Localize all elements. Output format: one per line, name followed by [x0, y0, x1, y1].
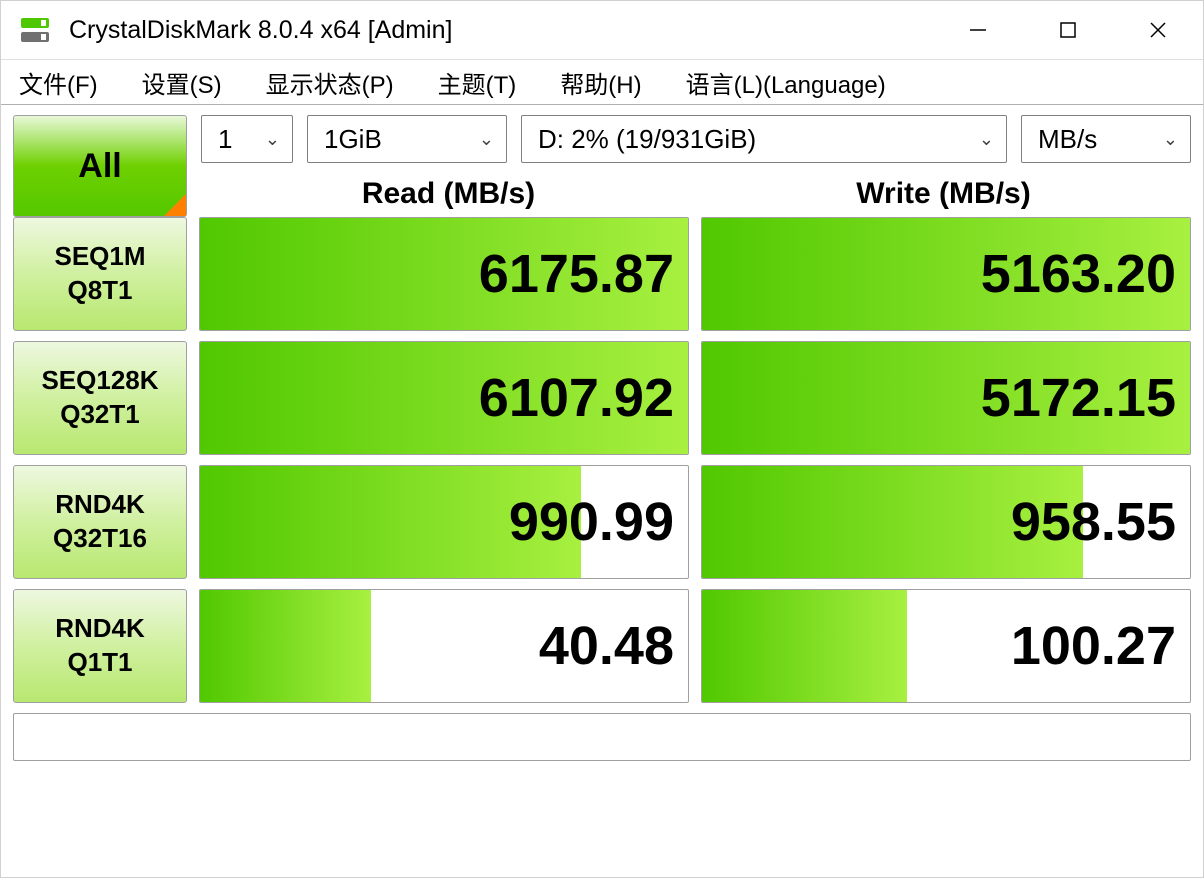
write-value-cell: 100.27 [701, 589, 1191, 703]
test-name-1: RND4K [55, 488, 145, 522]
maximize-button[interactable] [1023, 1, 1113, 59]
loops-select[interactable]: 1 ⌄ [201, 115, 293, 163]
write-value: 5172.15 [981, 367, 1176, 429]
unit-value: MB/s [1038, 124, 1097, 155]
test-button[interactable]: RND4KQ1T1 [13, 589, 187, 703]
test-row: SEQ1MQ8T1 6175.87 5163.20 [13, 217, 1191, 331]
write-value-cell: 5172.15 [701, 341, 1191, 455]
read-value-cell: 6175.87 [199, 217, 689, 331]
test-button[interactable]: SEQ128KQ32T1 [13, 341, 187, 455]
menu-language[interactable]: 语言(L)(Language) [678, 61, 894, 104]
tests-grid: SEQ1MQ8T1 6175.87 5163.20 SEQ128KQ32T1 6107.… [13, 217, 1191, 703]
write-value-cell: 5163.20 [701, 217, 1191, 331]
window-title: CrystalDiskMark 8.0.4 x64 [Admin] [69, 16, 452, 45]
content: All 1 ⌄ 1GiB ⌄ D: 2% (19/931GiB) ⌄ MB/s [1, 105, 1203, 877]
menu-theme[interactable]: 主题(T) [430, 61, 525, 104]
write-value: 958.55 [1011, 491, 1176, 553]
minimize-button[interactable] [933, 1, 1023, 59]
test-name-1: RND4K [55, 612, 145, 646]
read-value: 6107.92 [479, 367, 674, 429]
read-value: 40.48 [539, 615, 674, 677]
size-select[interactable]: 1GiB ⌄ [307, 115, 507, 163]
read-value: 6175.87 [479, 243, 674, 305]
write-value: 5163.20 [981, 243, 1176, 305]
menubar: 文件(F) 设置(S) 显示状态(P) 主题(T) 帮助(H) 语言(L)(La… [1, 59, 1203, 105]
write-header: Write (MB/s) [696, 177, 1191, 211]
all-button[interactable]: All [13, 115, 187, 217]
unit-select[interactable]: MB/s ⌄ [1021, 115, 1191, 163]
read-value: 990.99 [509, 491, 674, 553]
menu-settings[interactable]: 设置(S) [134, 61, 230, 104]
test-row: SEQ128KQ32T1 6107.92 5172.15 [13, 341, 1191, 455]
chevron-down-icon: ⌄ [479, 129, 494, 150]
test-row: RND4KQ1T1 40.48 100.27 [13, 589, 1191, 703]
chevron-down-icon: ⌄ [979, 129, 994, 150]
read-bar [200, 590, 371, 702]
test-button[interactable]: RND4KQ32T16 [13, 465, 187, 579]
drive-value: D: 2% (19/931GiB) [538, 124, 756, 155]
write-bar [702, 590, 907, 702]
test-name-2: Q32T1 [60, 398, 140, 432]
size-value: 1GiB [324, 124, 382, 155]
all-button-label: All [78, 147, 121, 186]
test-button[interactable]: SEQ1MQ8T1 [13, 217, 187, 331]
test-name-1: SEQ1M [54, 240, 145, 274]
test-row: RND4KQ32T16 990.99 958.55 [13, 465, 1191, 579]
test-name-2: Q1T1 [67, 646, 132, 680]
read-header: Read (MB/s) [201, 177, 696, 211]
read-value-cell: 990.99 [199, 465, 689, 579]
close-button[interactable] [1113, 1, 1203, 59]
menu-help[interactable]: 帮助(H) [552, 61, 649, 104]
app-icon [19, 14, 51, 46]
drive-select[interactable]: D: 2% (19/931GiB) ⌄ [521, 115, 1007, 163]
write-value: 100.27 [1011, 615, 1176, 677]
titlebar: CrystalDiskMark 8.0.4 x64 [Admin] [1, 1, 1203, 59]
read-value-cell: 40.48 [199, 589, 689, 703]
menu-display[interactable]: 显示状态(P) [258, 61, 402, 104]
loops-value: 1 [218, 124, 232, 155]
read-value-cell: 6107.92 [199, 341, 689, 455]
menu-file[interactable]: 文件(F) [11, 61, 106, 104]
chevron-down-icon: ⌄ [1163, 129, 1178, 150]
chevron-down-icon: ⌄ [265, 129, 280, 150]
status-footer [13, 713, 1191, 761]
write-value-cell: 958.55 [701, 465, 1191, 579]
test-name-2: Q8T1 [67, 274, 132, 308]
test-name-2: Q32T16 [53, 522, 147, 556]
test-name-1: SEQ128K [41, 364, 158, 398]
